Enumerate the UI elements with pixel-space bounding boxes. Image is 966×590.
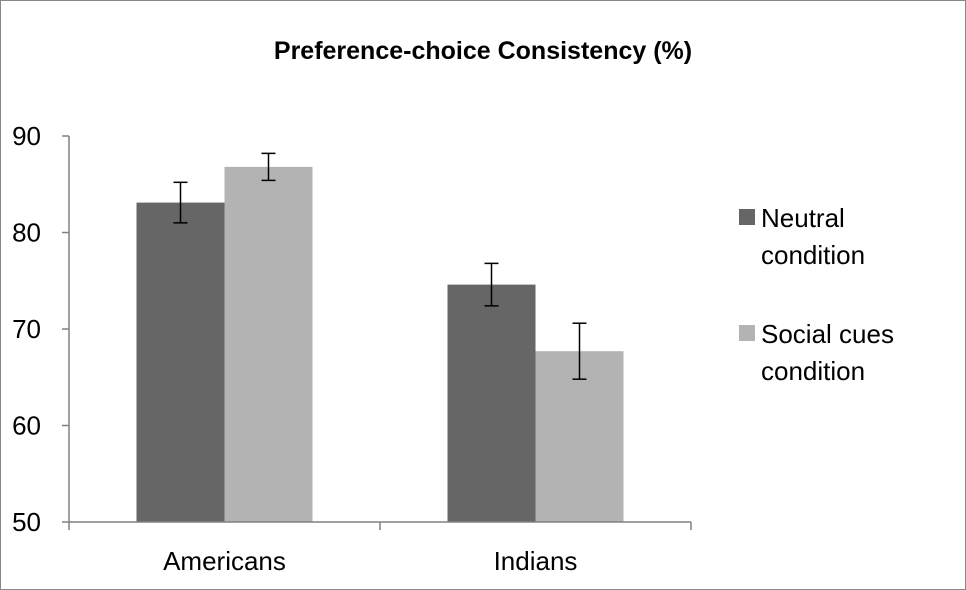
y-tick-label: 50 (12, 507, 41, 537)
legend-label: Social cues (761, 319, 894, 349)
x-tick-label: Indians (494, 546, 578, 576)
y-tick-label: 80 (12, 218, 41, 248)
plot-area: Americans Indians 50 60 70 80 90 (12, 121, 692, 576)
legend-swatch (739, 209, 755, 225)
y-tick-label: 70 (12, 314, 41, 344)
legend-swatch (739, 325, 755, 341)
legend: Neutral condition Social cues condition (739, 203, 894, 386)
legend-label: condition (761, 240, 865, 270)
legend-label: condition (761, 356, 865, 386)
bar (224, 166, 313, 522)
legend-label: Neutral (761, 203, 845, 233)
chart-title: Preference-choice Consistency (%) (274, 37, 692, 65)
y-tick-label: 60 (12, 411, 41, 441)
y-tick-label: 90 (12, 121, 41, 151)
bar (447, 284, 536, 522)
x-tick-label: Americans (163, 546, 286, 576)
bar (136, 202, 225, 522)
